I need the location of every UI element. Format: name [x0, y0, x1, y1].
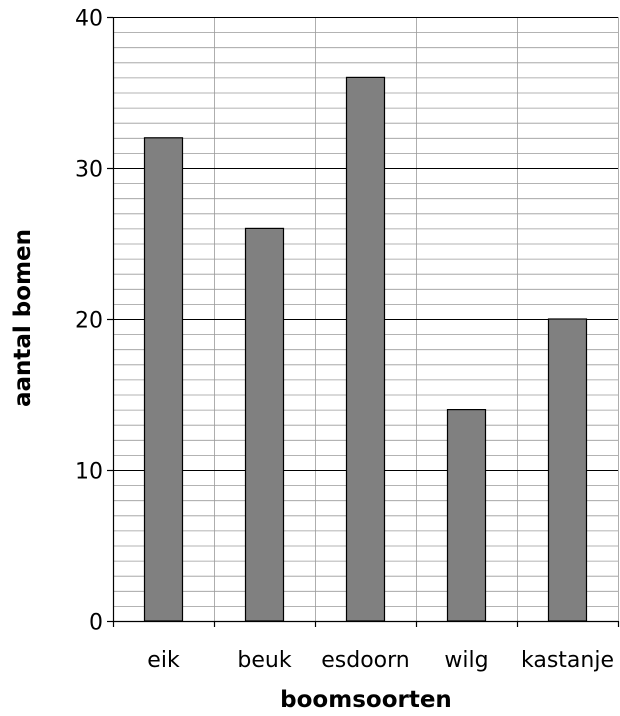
x-tick-label: esdoorn — [321, 648, 409, 673]
bar-wilg — [446, 409, 487, 622]
y-tick-labels: 0 10 20 30 40 — [75, 7, 103, 636]
bars — [143, 76, 588, 622]
axes — [107, 16, 620, 627]
y-tick-label: 0 — [89, 611, 103, 636]
x-tick-label: eik — [147, 648, 180, 673]
bar-eik — [143, 137, 184, 622]
x-tick-label: kastanje — [521, 648, 614, 673]
y-tick-label: 10 — [75, 460, 103, 485]
y-tick-label: 40 — [75, 7, 103, 32]
x-axis-title: boomsoorten — [280, 687, 452, 713]
bar-kastanje — [547, 318, 588, 622]
bar-esdoorn — [345, 76, 386, 622]
y-tick-label: 20 — [75, 309, 103, 334]
y-axis-title: aantal bomen — [10, 229, 36, 407]
x-tick-label: wilg — [444, 648, 488, 673]
bar-beuk — [244, 227, 285, 622]
y-tick-label: 30 — [75, 158, 103, 183]
x-tick-labels: eik beuk esdoorn wilg kastanje — [147, 648, 614, 673]
x-tick-label: beuk — [237, 648, 291, 673]
